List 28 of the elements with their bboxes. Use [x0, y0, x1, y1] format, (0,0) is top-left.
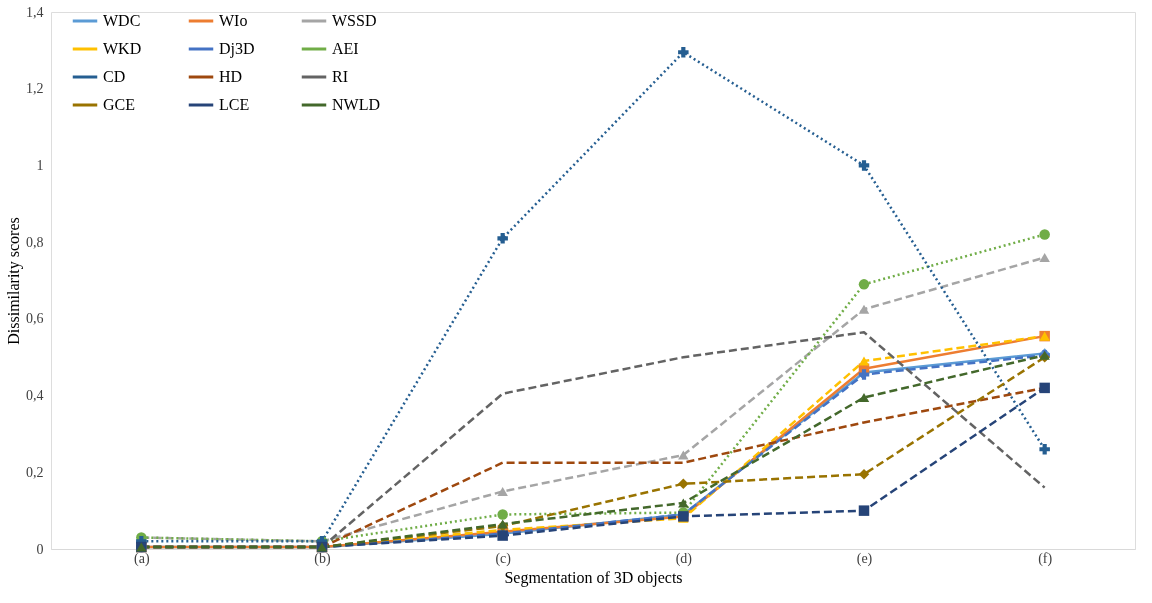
legend-label: Dj3D — [219, 40, 255, 58]
legend-label: WIo — [219, 12, 248, 29]
x-tick-label: (e) — [856, 550, 873, 567]
legend-label: LCE — [219, 96, 250, 113]
x-tick-label: (b) — [314, 550, 331, 567]
y-tick-label: 0,4 — [26, 388, 44, 404]
legend-label: CD — [103, 68, 126, 85]
y-tick-label: 1,4 — [26, 4, 44, 20]
legend-label: NWLD — [332, 96, 380, 113]
legend-label: WSSD — [332, 12, 377, 29]
legend-label: WDC — [103, 12, 141, 29]
x-tick-label: (d) — [675, 550, 693, 567]
x-axis-title: Segmentation of 3D objects — [504, 568, 683, 587]
x-tick-label: (a) — [134, 550, 150, 567]
y-tick-label: 0,8 — [26, 234, 44, 250]
legend-label: WKD — [103, 40, 142, 57]
y-tick-label: 0,6 — [26, 311, 44, 327]
y-tick-label: 0,2 — [26, 464, 44, 480]
y-tick-label: 0 — [36, 541, 44, 557]
x-tick-label: (f) — [1038, 550, 1053, 567]
y-tick-label: 1,2 — [26, 81, 44, 97]
y-axis-title: Dissimilarity scores — [5, 217, 23, 345]
y-tick-label: 1 — [36, 157, 44, 173]
legend-label: GCE — [103, 96, 135, 113]
legend-label: RI — [332, 68, 348, 85]
legend-label: HD — [219, 68, 243, 85]
x-tick-label: (c) — [495, 550, 512, 567]
legend-label: AEI — [332, 40, 359, 57]
